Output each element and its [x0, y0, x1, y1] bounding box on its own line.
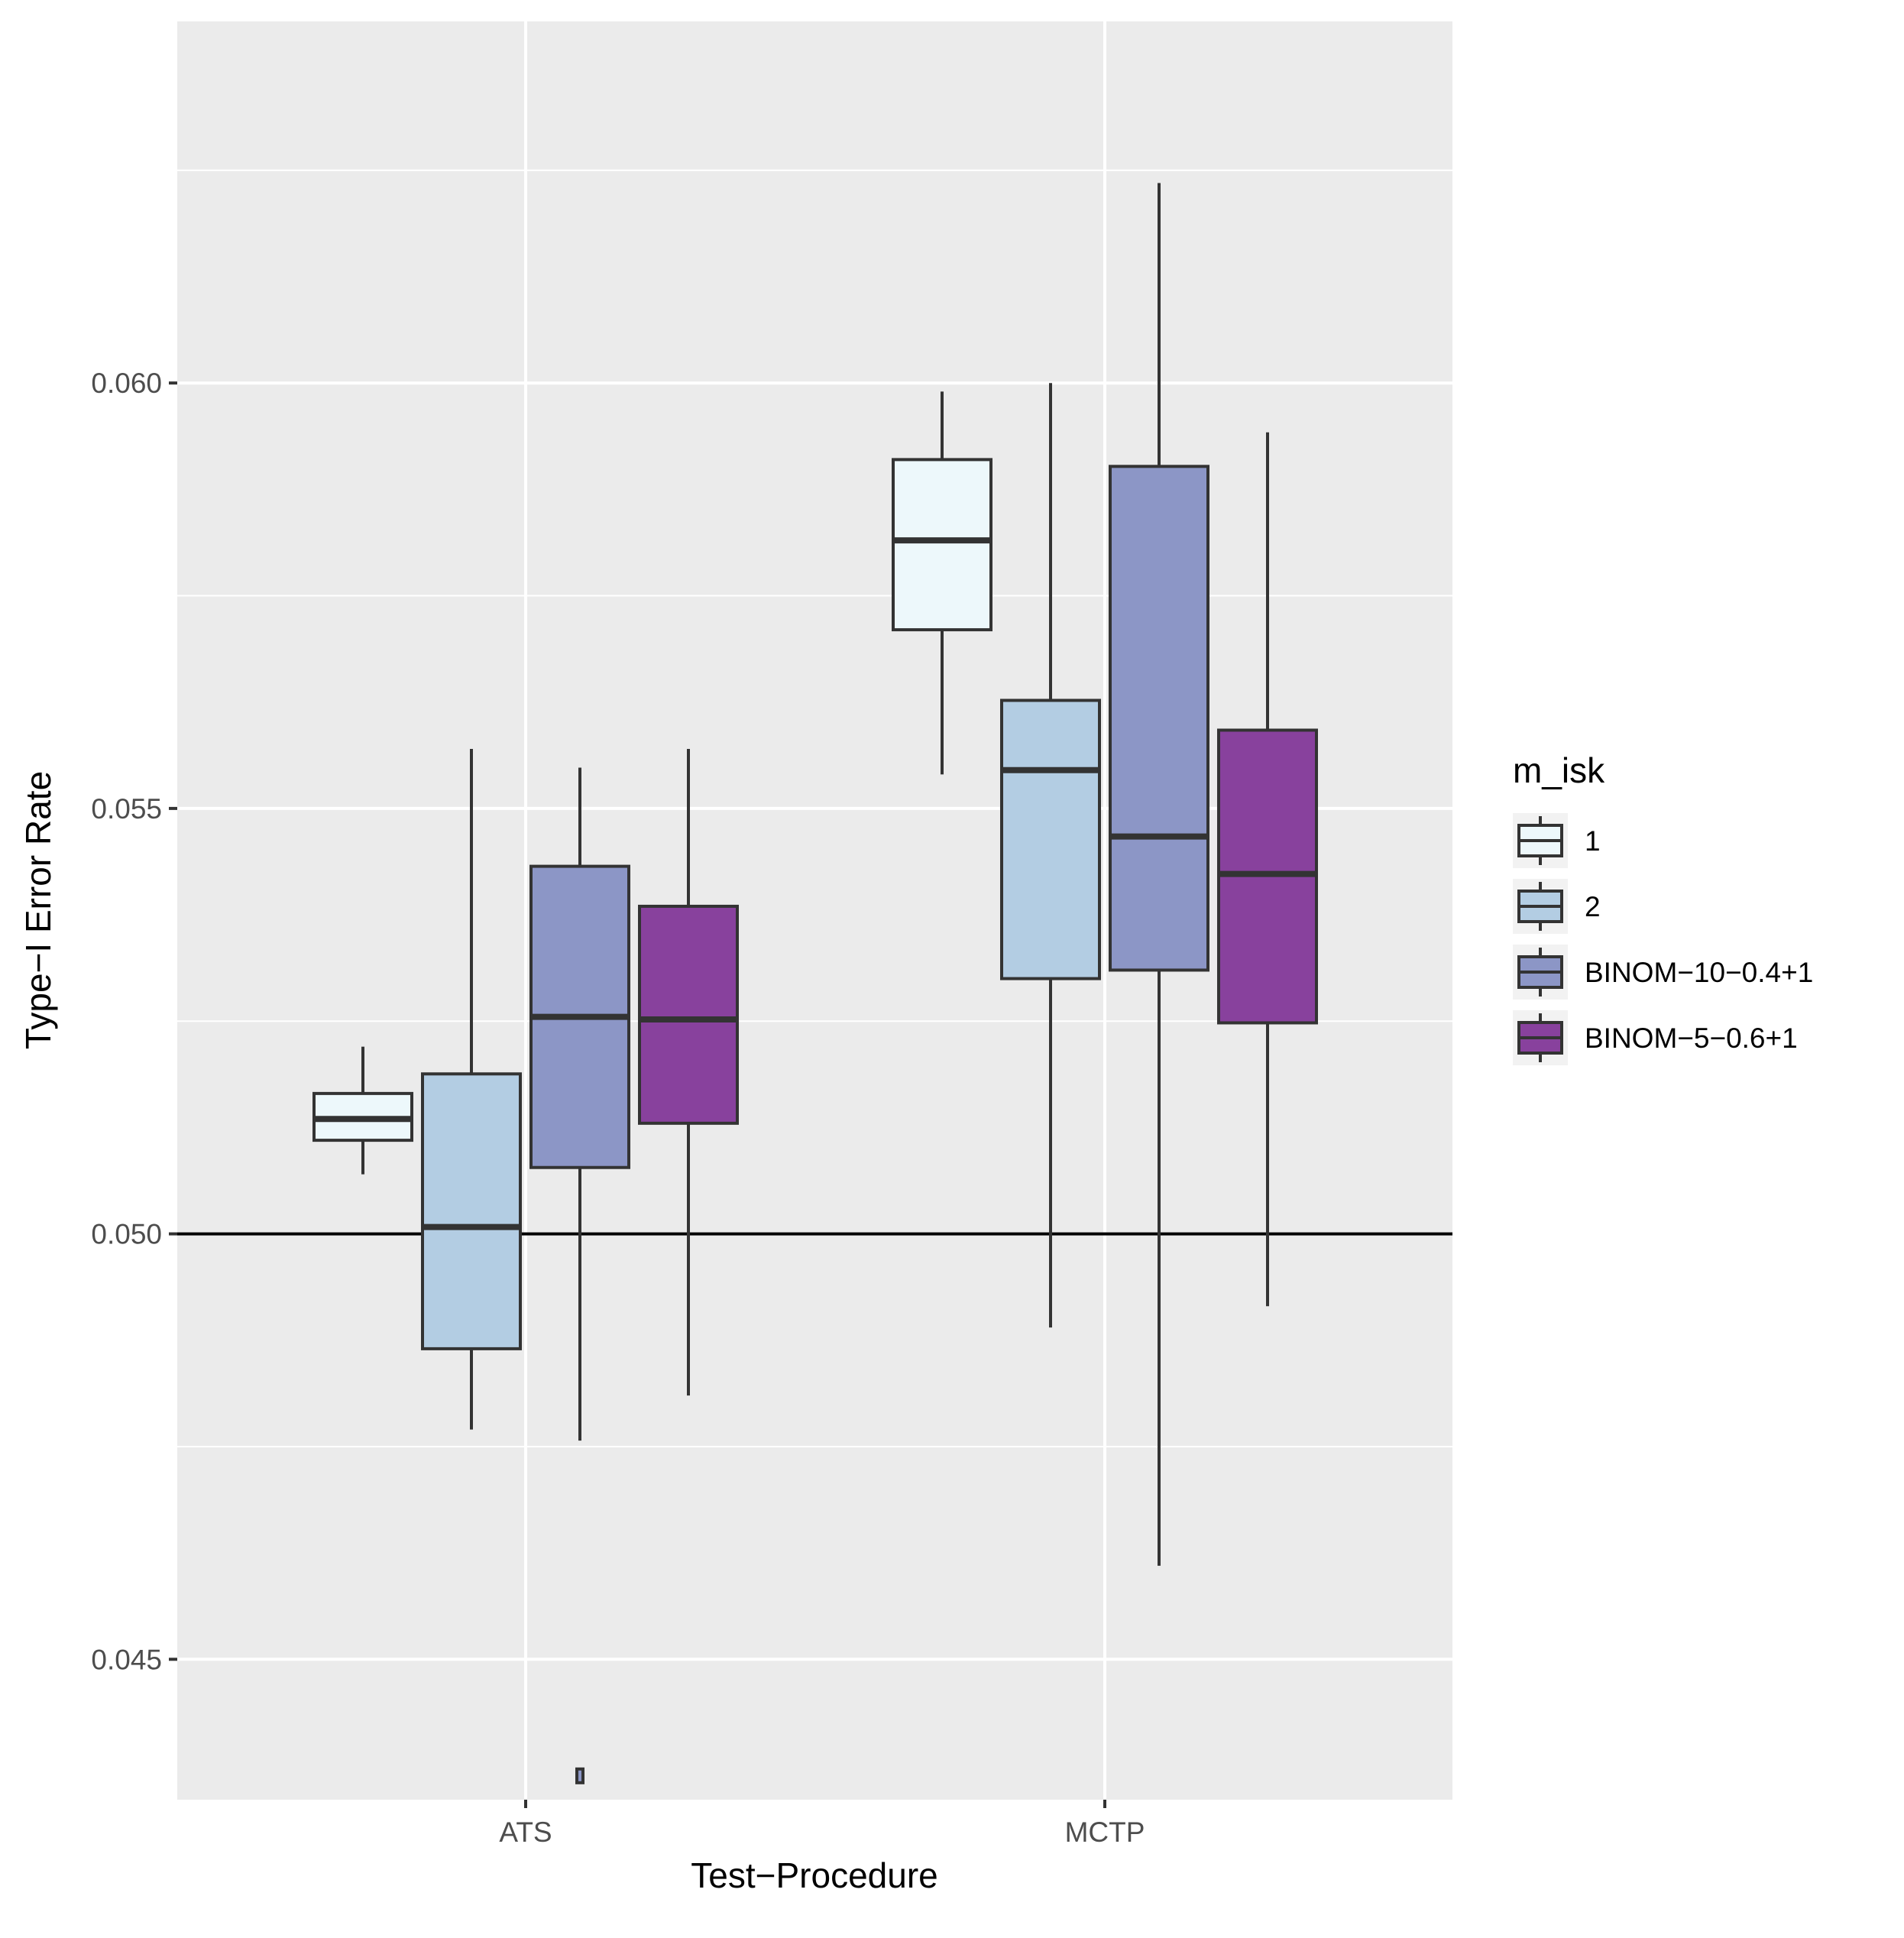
x-tick-label: ATS [499, 1816, 552, 1848]
x-tick-label: MCTP [1065, 1816, 1145, 1848]
box-ats-series-1 [312, 1046, 413, 1175]
box-groups [312, 183, 1318, 1784]
box-ats-series-4 [638, 748, 739, 1396]
box-mctp-series-3 [1109, 183, 1209, 1566]
y-tick-label: 0.045 [91, 1644, 162, 1675]
y-tick-label: 0.050 [91, 1219, 162, 1250]
legend: m_isk 1 2 BINOM−10−0.4+1 BINOM−5−0.6+1 [1513, 750, 1813, 1065]
legend-label: 1 [1585, 825, 1601, 857]
box-iqr [892, 458, 992, 632]
y-axis-title: Type−I Error Rate [18, 771, 58, 1049]
legend-label: BINOM−5−0.6+1 [1585, 1022, 1798, 1054]
y-tick-label: 0.060 [91, 368, 162, 399]
box-iqr [1000, 698, 1101, 980]
x-axis: ATS MCTP [499, 1800, 1145, 1848]
box-mctp-series-1 [892, 391, 992, 775]
y-tick-label: 0.055 [91, 793, 162, 825]
box-iqr [638, 904, 739, 1125]
legend-label: BINOM−10−0.4+1 [1585, 957, 1813, 988]
legend-title: m_isk [1513, 750, 1605, 790]
x-axis-title: Test−Procedure [691, 1855, 937, 1895]
box-iqr [1109, 465, 1209, 972]
outlier-point [575, 1767, 584, 1784]
box-mctp-series-4 [1217, 432, 1318, 1307]
box-iqr [421, 1072, 522, 1350]
minor-gridlines [177, 169, 1452, 1447]
box-ats-series-3 [529, 767, 630, 1784]
legend-label: 2 [1585, 891, 1601, 922]
box-mctp-series-2 [1000, 383, 1101, 1328]
y-axis: 0.045 0.050 0.055 0.060 [91, 368, 177, 1675]
box-ats-series-2 [421, 748, 522, 1430]
